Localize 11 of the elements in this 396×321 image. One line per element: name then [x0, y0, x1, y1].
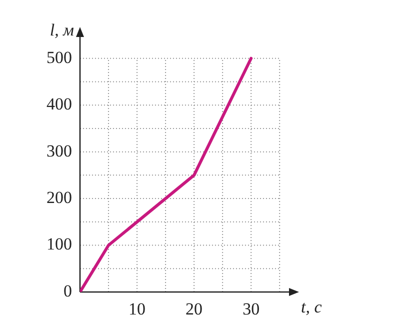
x-tick-label: 10	[128, 300, 146, 319]
y-tick-label: 500	[46, 48, 72, 67]
y-axis-title: l, м	[50, 20, 74, 40]
y-tick-label: 200	[46, 188, 72, 208]
y-tick-label: 300	[46, 141, 72, 160]
x-tick-label: 30	[242, 300, 260, 319]
y-tick-label: 100	[46, 234, 72, 254]
y-tick-label: 0	[64, 281, 72, 300]
x-tick-label: 20	[186, 300, 203, 319]
y-tick-label: 400	[46, 94, 72, 114]
x-axis-title: t, с	[301, 297, 322, 316]
